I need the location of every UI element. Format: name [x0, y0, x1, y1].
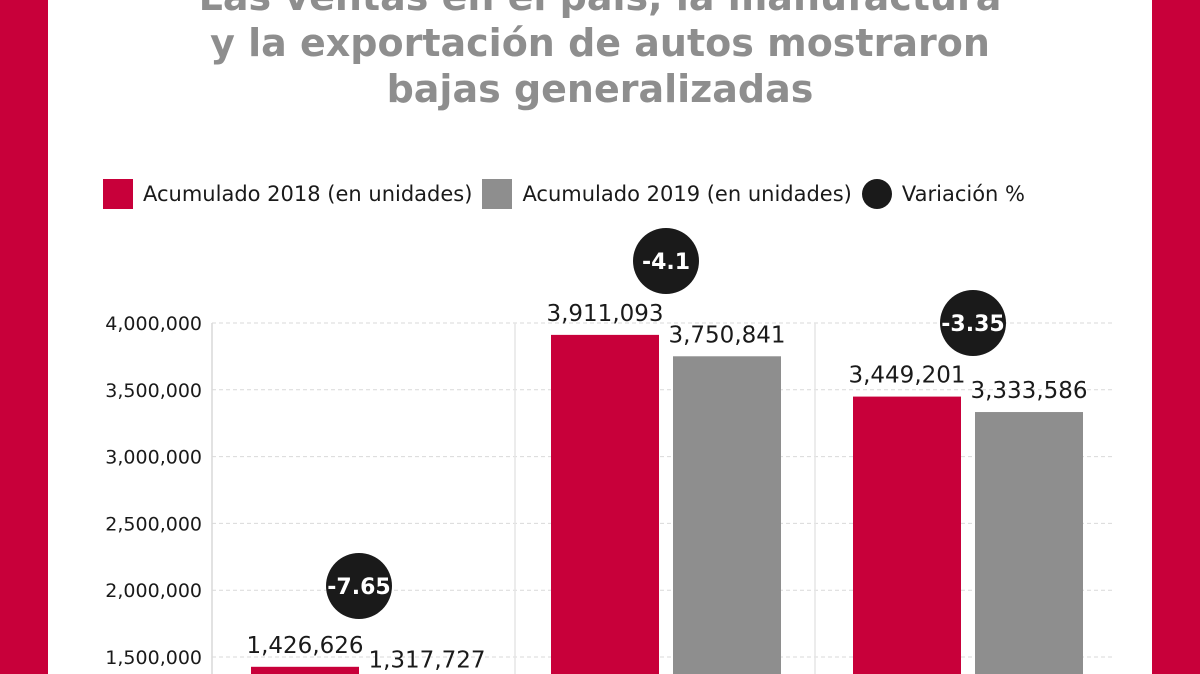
bar-2018 — [853, 397, 961, 674]
bar-chart: 1,500,000 2,000,000 2,500,000 3,000,000 3,50… — [0, 0, 1200, 674]
bar-value-label: 3,449,201 — [848, 363, 965, 389]
variation-label: -3.35 — [941, 312, 1004, 337]
bar-value-label: 3,911,093 — [546, 301, 663, 327]
bar-value-label: 3,333,586 — [970, 378, 1087, 404]
y-tick-label: 1,500,000 — [105, 647, 202, 669]
y-tick-label: 3,500,000 — [105, 380, 202, 402]
variation-label: -4.1 — [642, 250, 690, 275]
y-tick-label: 4,000,000 — [105, 313, 202, 335]
bar-2018 — [551, 335, 659, 674]
y-tick-label: 3,000,000 — [105, 447, 202, 469]
bar-value-label: 3,750,841 — [668, 322, 785, 348]
bar-2018 — [251, 667, 359, 674]
bar-2019 — [975, 412, 1083, 674]
bar-value-label: 1,426,626 — [246, 633, 363, 659]
y-tick-label: 2,000,000 — [105, 580, 202, 602]
bar-2019 — [673, 356, 781, 674]
bar-value-label: 1,317,727 — [368, 647, 485, 673]
y-tick-label: 2,500,000 — [105, 513, 202, 535]
variation-label: -7.65 — [327, 575, 390, 600]
